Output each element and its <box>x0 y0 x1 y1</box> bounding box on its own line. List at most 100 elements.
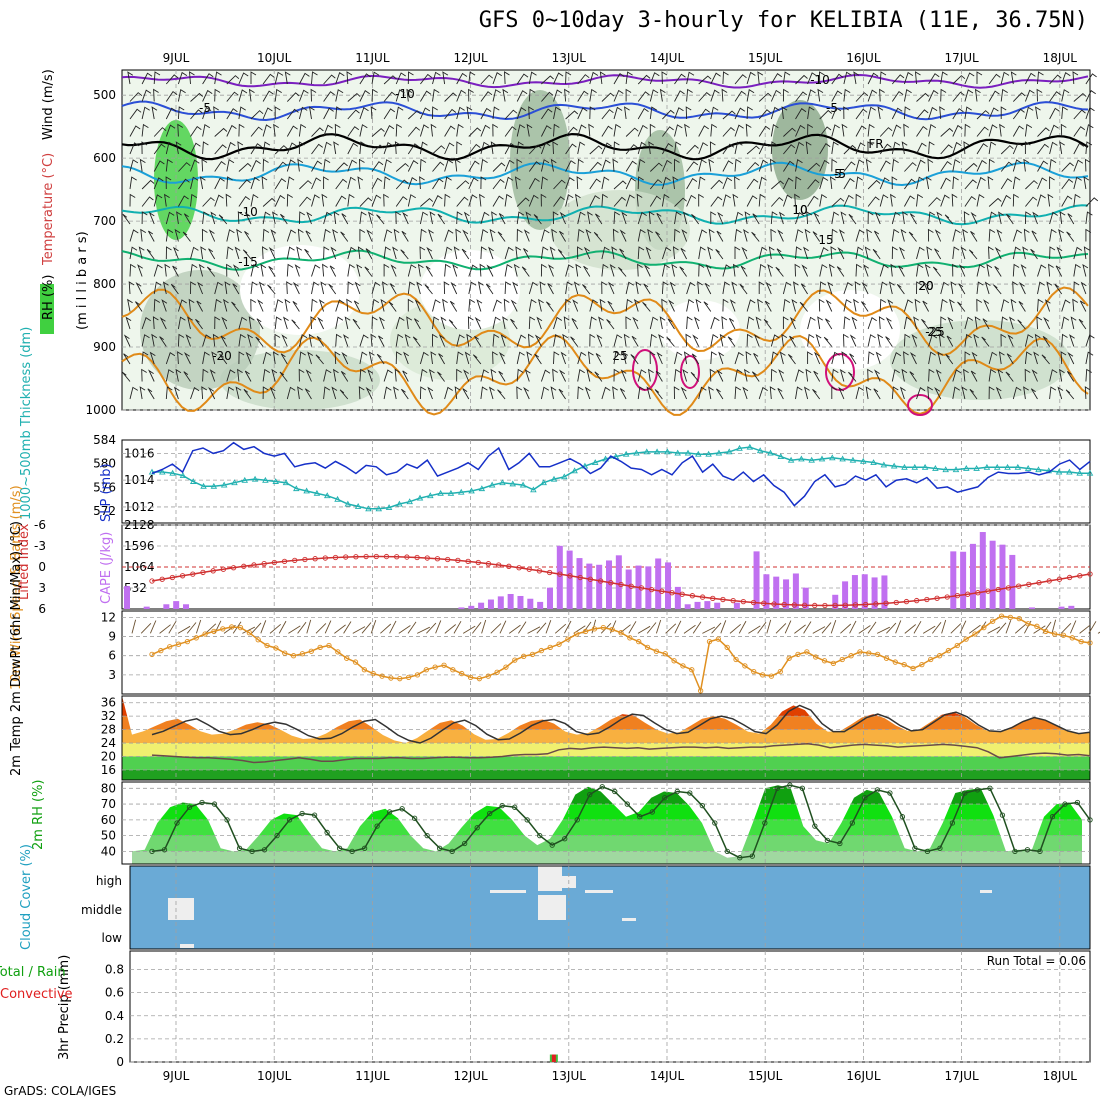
wind-barb <box>492 106 500 120</box>
wind-barb <box>262 197 276 207</box>
wind-barb <box>928 89 939 102</box>
wind-barb <box>753 353 760 365</box>
wind-barb <box>407 264 417 277</box>
wind10-speed-point <box>919 661 925 668</box>
wind-barb <box>315 354 324 365</box>
wind-barb <box>488 386 495 400</box>
wind-barb <box>900 228 907 242</box>
wind-barb <box>904 178 916 190</box>
lifted-index-point <box>812 602 818 609</box>
wind-barb <box>825 318 833 330</box>
wind-barb <box>565 298 572 312</box>
wind-barb <box>504 281 511 295</box>
wind-barb <box>848 371 857 382</box>
wind-barb <box>343 334 349 347</box>
wind-barb <box>807 351 813 364</box>
wind-barb <box>758 142 770 155</box>
wind-barb <box>165 74 179 85</box>
wind-barb <box>934 386 942 400</box>
wind-barb <box>516 334 527 347</box>
wind-barb <box>807 106 815 120</box>
wind-barb <box>383 75 397 85</box>
wind-barb <box>655 370 663 382</box>
wind-barb <box>286 246 295 260</box>
wind10-speed-point <box>184 638 191 645</box>
wind-barb <box>467 316 474 330</box>
wind-barb <box>540 263 547 277</box>
wind-barb <box>309 106 315 120</box>
wind10-barb <box>131 619 137 634</box>
wind-barb <box>637 228 646 242</box>
thickness-point <box>870 459 877 465</box>
wind10-speed-point <box>379 673 385 679</box>
rh2m-point <box>812 823 818 829</box>
wind-barb <box>952 246 960 260</box>
wind-barb <box>196 300 203 312</box>
wind-barb <box>710 106 719 120</box>
wind-barb <box>248 88 255 102</box>
wind-barb <box>151 106 158 120</box>
lifted-index-point <box>251 562 257 568</box>
wind-barb <box>831 197 845 207</box>
wind-barb <box>383 176 391 190</box>
wind-barb <box>262 124 272 137</box>
wind-barb <box>395 123 403 137</box>
wind10-speed-point <box>370 670 376 677</box>
wind-barb <box>813 370 821 382</box>
wind-barb <box>611 246 618 260</box>
wind-barb <box>807 179 820 190</box>
wind-barb <box>855 263 862 277</box>
wind-barb <box>599 298 606 312</box>
wind-barb <box>746 145 760 155</box>
wind-barb <box>151 333 158 347</box>
wind-barb <box>1085 368 1092 382</box>
wind-barb <box>698 159 707 172</box>
thickness-point <box>210 482 218 489</box>
thickness-point <box>767 449 774 456</box>
wind-barb <box>589 161 602 172</box>
lifted-index-point <box>781 601 787 608</box>
lifted-index-point <box>852 602 859 608</box>
wind-barb <box>988 386 995 400</box>
wind-barb <box>468 177 479 190</box>
wind-barb <box>715 249 724 260</box>
wind-barb <box>1061 72 1071 85</box>
wind-barb <box>177 71 188 85</box>
wind-barb <box>674 211 682 225</box>
wind-barb <box>885 336 893 347</box>
wind10-barb <box>683 624 696 634</box>
wind-barb <box>559 230 566 242</box>
thickness-point <box>323 492 331 499</box>
wind-barb <box>819 264 828 277</box>
wind-barb <box>974 316 981 330</box>
lifted-index-point <box>394 554 400 560</box>
wind-barb <box>480 158 488 172</box>
wind-barb <box>291 319 300 330</box>
wind-barb <box>188 71 195 85</box>
wind10-speed-point <box>591 626 598 632</box>
thickness-point <box>241 476 249 483</box>
wind-barb <box>299 180 312 190</box>
wind-barb <box>795 246 802 260</box>
wind-barb <box>195 318 203 330</box>
wind-barb <box>573 281 580 295</box>
wind-barb <box>661 281 669 295</box>
wind10-speed-point <box>220 626 226 632</box>
wind-barb <box>250 143 262 155</box>
wind-barb <box>589 71 599 85</box>
thickness-tick-label: 576 <box>93 480 116 494</box>
wind-barb <box>828 263 835 277</box>
wind-barb <box>686 281 696 295</box>
wind-barb <box>686 88 693 102</box>
thickness-point <box>993 463 1001 470</box>
wind-barb <box>553 351 560 365</box>
wind-barb <box>879 264 889 277</box>
wind10-speed-point <box>662 651 668 657</box>
wind-barb <box>244 231 252 242</box>
wind-barb <box>952 75 966 85</box>
wind-barb <box>370 106 377 120</box>
wind-barb <box>922 300 929 312</box>
wind-barb <box>444 386 453 400</box>
wind-barb <box>848 213 857 225</box>
wind-barb <box>757 298 763 312</box>
